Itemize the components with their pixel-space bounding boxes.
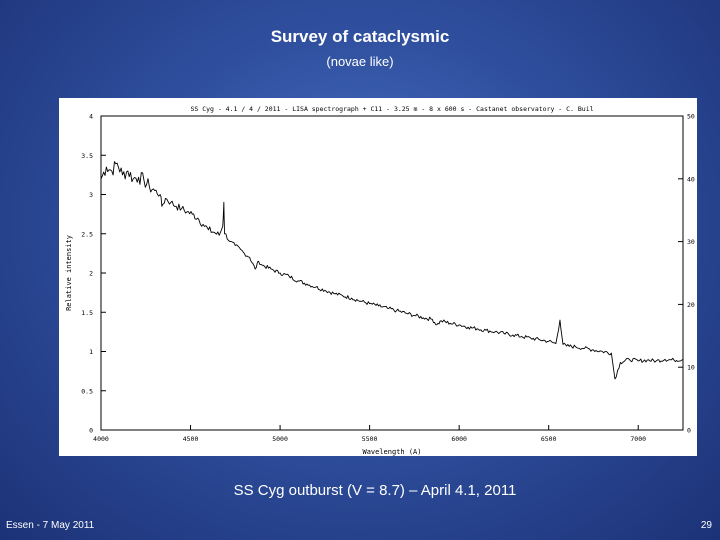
x-tick-label: 6000	[451, 435, 467, 443]
page-number: 29	[700, 520, 712, 531]
y2-tick-label: 10	[687, 364, 695, 372]
y2-tick-label: 40	[687, 175, 695, 183]
x-axis-label: Wavelength (A)	[362, 448, 421, 456]
footer-date: Essen - 7 May 2011	[6, 520, 95, 531]
y2-tick-label: 30	[687, 238, 695, 246]
slide-caption: SS Cyg outburst (V = 8.7) – April 4.1, 2…	[233, 482, 517, 499]
spectrum-series-line	[100, 161, 684, 380]
y-tick-label: 4	[89, 113, 93, 121]
y-tick-label: 3	[89, 191, 93, 199]
y-tick-label: 2.5	[81, 230, 93, 238]
y2-tick-label: 50	[687, 113, 695, 121]
x-tick-label: 5000	[272, 435, 288, 443]
x-tick-label: 5500	[362, 435, 378, 443]
plot-area-frame	[100, 115, 684, 431]
x-tick-label: 7000	[630, 435, 646, 443]
slide-subtitle: (novae like)	[326, 54, 394, 69]
y-tick-label: 2	[89, 270, 93, 278]
x-tick-label: 4500	[183, 435, 199, 443]
y2-tick-label: 20	[687, 301, 695, 309]
chart-title: SS Cyg - 4.1 / 4 / 2011 - LISA spectrogr…	[190, 105, 593, 113]
y-tick-label: 0	[89, 427, 93, 435]
spectrum-chart-svg: SS Cyg - 4.1 / 4 / 2011 - LISA spectrogr…	[65, 105, 695, 456]
x-tick-label: 6500	[541, 435, 557, 443]
slide-title: Survey of cataclysmic	[270, 27, 450, 46]
y-tick-label: 1.5	[81, 309, 93, 317]
spectrum-chart: SS Cyg - 4.1 / 4 / 2011 - LISA spectrogr…	[59, 98, 697, 456]
x-tick-label: 4000	[93, 435, 109, 443]
y-tick-label: 1	[89, 348, 93, 356]
y-tick-label: 3.5	[81, 152, 93, 160]
y2-tick-label: 0	[687, 427, 691, 435]
y-tick-label: 0.5	[81, 387, 93, 395]
y-axis-label: Relative intensity	[65, 235, 73, 311]
